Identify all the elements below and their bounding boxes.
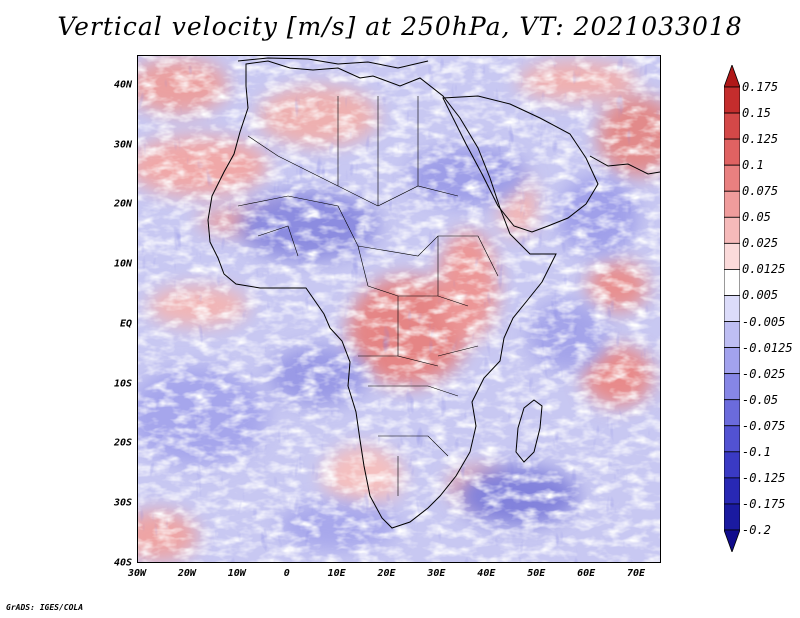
lat-tick-label: EQ: [119, 318, 132, 330]
colorbar-level-label: 0.1: [742, 158, 764, 173]
colorbar: [724, 65, 740, 552]
colorbar-level-label: 0.05: [742, 210, 771, 225]
chart-title: Vertical velocity [m/s] at 250hPa, VT: 2…: [57, 12, 743, 41]
colorbar-level-label: -0.175: [742, 496, 786, 511]
europe-coastline: [237, 57, 429, 69]
map-plot-area[interactable]: [137, 55, 661, 563]
lon-tick-label: 10W: [227, 568, 246, 579]
madagascar-coastline: [515, 399, 543, 463]
colorbar-cell: [724, 321, 740, 348]
lon-tick-label: 20W: [177, 568, 196, 579]
lon-tick-label: 70E: [627, 568, 646, 579]
colorbar-cell: [724, 477, 740, 505]
colorbar-cell: [724, 190, 740, 218]
colorbar-level-label: 0.025: [742, 236, 779, 251]
lat-tick-label: 10N: [113, 258, 132, 270]
colorbar-cell: [724, 269, 740, 296]
colorbar-cell: [724, 373, 740, 401]
lon-tick-label: 10E: [327, 568, 346, 579]
colorbar-level-label: 0.005: [742, 288, 779, 303]
africa-coastline: [207, 60, 557, 529]
lat-tick-label: 10S: [113, 378, 132, 390]
colorbar-level-label: 0.075: [742, 184, 779, 199]
colorbar-level-label: 0.125: [742, 132, 779, 147]
colorbar-level-label: -0.0125: [742, 340, 793, 355]
colorbar-level-label: -0.125: [742, 470, 786, 485]
lon-tick-label: 0: [283, 568, 290, 579]
lat-tick-label: 40N: [113, 79, 132, 91]
colorbar-level-label: 0.0125: [742, 262, 786, 277]
lon-tick-label: 60E: [577, 568, 596, 579]
colorbar-level-label: -0.2: [742, 523, 771, 537]
colorbar-cells: [724, 65, 740, 552]
colorbar-level-label: 0.175: [742, 80, 779, 94]
grads-credit: GrADS: IGES/COLA: [6, 603, 84, 612]
colorbar-cell: [724, 138, 740, 166]
field-texture-dark: [138, 56, 660, 562]
colorbar-level-label: -0.075: [742, 418, 786, 433]
colorbar-bottom-arrow: [724, 529, 740, 552]
colorbar-top-arrow: [724, 65, 740, 88]
country-borders: [237, 96, 499, 496]
colorbar-cell: [724, 451, 740, 479]
asia-coastline: [589, 155, 660, 175]
lat-tick-label: 30S: [113, 497, 132, 509]
lon-tick-label: 20E: [377, 568, 396, 579]
colorbar-level-label: -0.025: [742, 366, 786, 381]
colorbar-cell: [724, 86, 740, 114]
lon-tick-label: 30E: [427, 568, 446, 579]
arabia-coastline: [442, 95, 599, 233]
lat-tick-label: 40S: [113, 557, 132, 569]
lon-tick-label: 40E: [477, 568, 496, 579]
coastlines: [207, 57, 660, 529]
colorbar-cell: [724, 347, 740, 375]
colorbar-cell: [724, 295, 740, 322]
lat-tick-label: 30N: [113, 139, 132, 151]
lat-tick-label: 20S: [113, 437, 132, 449]
lon-tick-label: 50E: [527, 568, 546, 579]
colorbar-cell: [724, 425, 740, 453]
colorbar-cell: [724, 164, 740, 192]
colorbar-cell: [724, 242, 740, 270]
colorbar-level-label: -0.05: [742, 392, 779, 407]
colorbar-cell: [724, 216, 740, 244]
colorbar-level-label: -0.005: [742, 314, 786, 329]
colorbar-cell: [724, 399, 740, 427]
lat-tick-label: 20N: [113, 198, 132, 210]
colorbar-level-label: -0.1: [742, 444, 771, 459]
lon-tick-label: 30W: [127, 568, 147, 579]
colorbar-cell: [724, 503, 740, 531]
velocity-field-map: [138, 56, 660, 562]
colorbar-cell: [724, 112, 740, 140]
colorbar-level-label: 0.15: [742, 106, 771, 121]
